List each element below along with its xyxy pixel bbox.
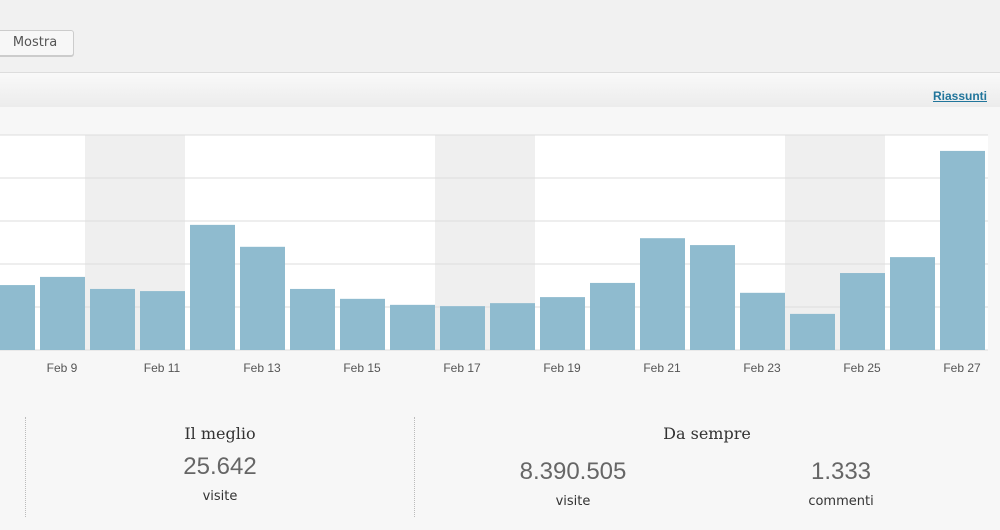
bar-feb-25: [840, 273, 885, 350]
x-tick-label: Feb 23: [743, 361, 781, 375]
divider: [25, 417, 26, 517]
bar-feb-9: [40, 276, 85, 350]
x-tick-label: Feb 25: [843, 361, 881, 375]
x-tick-label: Feb 11: [144, 361, 181, 375]
visits-chart: Feb 9 Feb 11 Feb 13 Feb 15 Feb 17 Feb 19 Feb 2…: [0, 134, 988, 375]
bar-feb-16: [390, 304, 435, 350]
bar-feb-23: [740, 292, 785, 350]
best-value: 25.642: [183, 453, 257, 480]
alltime-comments-unit: commenti: [808, 494, 874, 509]
bar-feb-24: [790, 313, 835, 350]
x-tick-label: Feb 15: [343, 361, 381, 375]
x-tick-label: Feb 27: [943, 361, 981, 375]
x-tick-label: Feb 9: [47, 361, 78, 375]
bar-feb-20: [590, 282, 635, 350]
alltime-title: Da sempre: [607, 424, 807, 443]
best-title: Il meglio: [184, 424, 256, 443]
summaries-link[interactable]: Riassunti: [932, 89, 987, 103]
divider: [414, 417, 415, 517]
best-stat: Il meglio 25.642 visite: [120, 424, 320, 504]
alltime-title-text: Da sempre: [663, 424, 751, 443]
bar-feb-8: [0, 285, 35, 350]
show-button[interactable]: Mostra: [0, 30, 74, 56]
x-tick-label: Feb 17: [443, 361, 481, 375]
alltime-comments-value: 1.333: [810, 458, 872, 485]
alltime-visits-value: 8.390.505: [519, 458, 627, 485]
bar-feb-21: [640, 238, 685, 350]
alltime-visits: 8.390.505 visite: [473, 458, 673, 509]
bar-feb-10: [90, 288, 135, 350]
bar-feb-11: [140, 291, 185, 350]
bar-feb-18: [490, 303, 535, 350]
bar-feb-22: [690, 245, 735, 350]
alltime-comments: 1.333 commenti: [741, 458, 941, 509]
best-unit: visite: [202, 489, 238, 504]
alltime-visits-unit: visite: [555, 494, 591, 509]
x-tick-label: Feb 13: [243, 361, 281, 375]
bar-feb-12: [190, 224, 235, 350]
x-tick-label: Feb 21: [643, 361, 681, 375]
bar-feb-19: [540, 297, 585, 350]
bar-feb-17: [440, 306, 485, 350]
bar-feb-27: [940, 150, 985, 350]
bar-feb-14: [290, 288, 335, 350]
x-tick-label: Feb 19: [543, 361, 581, 375]
bar-feb-15: [340, 298, 385, 350]
bar-feb-13: [240, 246, 285, 350]
bar-feb-26: [890, 257, 935, 350]
chart-header: Riassunti: [0, 72, 1000, 108]
